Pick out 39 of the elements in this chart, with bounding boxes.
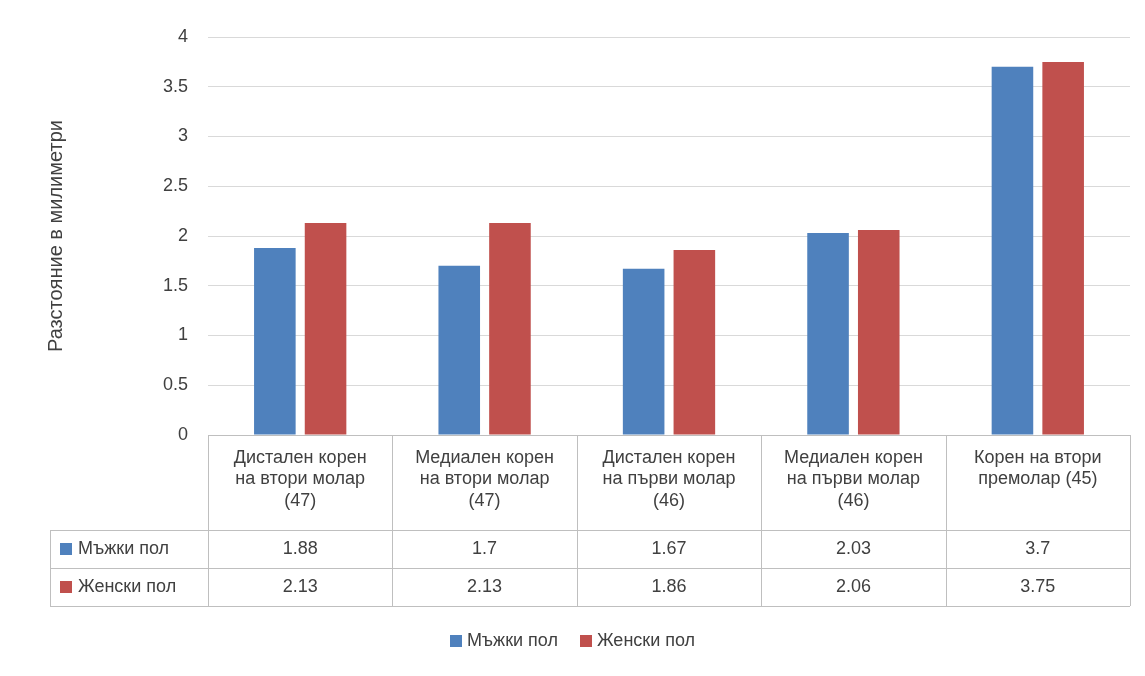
y-tick-label: 2.5 [162,175,188,196]
bar [1042,61,1084,435]
data-label: 2.03 [835,537,871,558]
bar [622,268,665,435]
bar [991,66,1034,435]
bar [857,230,900,435]
data-label: 3.75 [1020,575,1056,596]
legend-label: Женски пол [78,575,177,596]
x-tick-label: Дистален корен на втори молар (47) [233,446,367,510]
y-tick-label: 4 [177,25,188,46]
y-tick-label: 3.5 [162,75,188,96]
text: Мъжки пол [466,630,558,650]
data-label: 1.67 [651,537,687,558]
data-label: 1.7 [472,537,498,558]
data-label: 1.86 [651,575,687,596]
x-tick-label: Корен на втори премолар (45) [973,446,1102,489]
x-tick-label: Медиален корен на втори молар (47) [415,446,555,510]
y-axis-title: Разстояние в милиметри [43,120,66,352]
x-tick-label: Медиален корен на първи молар (46) [783,446,923,510]
y-tick-label: 0.5 [162,374,188,395]
bar [438,265,481,435]
data-label: 2.13 [282,575,318,596]
bar [254,247,296,435]
y-tick-label: 1.5 [162,274,188,295]
bar [673,249,716,435]
y-tick-label: 2 [177,224,188,245]
text: Женски пол [596,630,696,650]
x-tick-label: Дистален корен на първи молар (46) [602,446,736,510]
y-tick-label: 0 [177,423,188,444]
data-label: 3.7 [1025,537,1051,558]
bar [807,233,849,435]
legend-label: Мъжки пол [78,537,170,558]
data-label: 1.88 [282,537,318,558]
y-tick-label: 1 [177,324,188,345]
bar [304,223,347,435]
bar [489,223,531,435]
data-label: 2.06 [835,575,871,596]
y-tick-label: 3 [177,125,188,146]
data-label: 2.13 [467,575,503,596]
